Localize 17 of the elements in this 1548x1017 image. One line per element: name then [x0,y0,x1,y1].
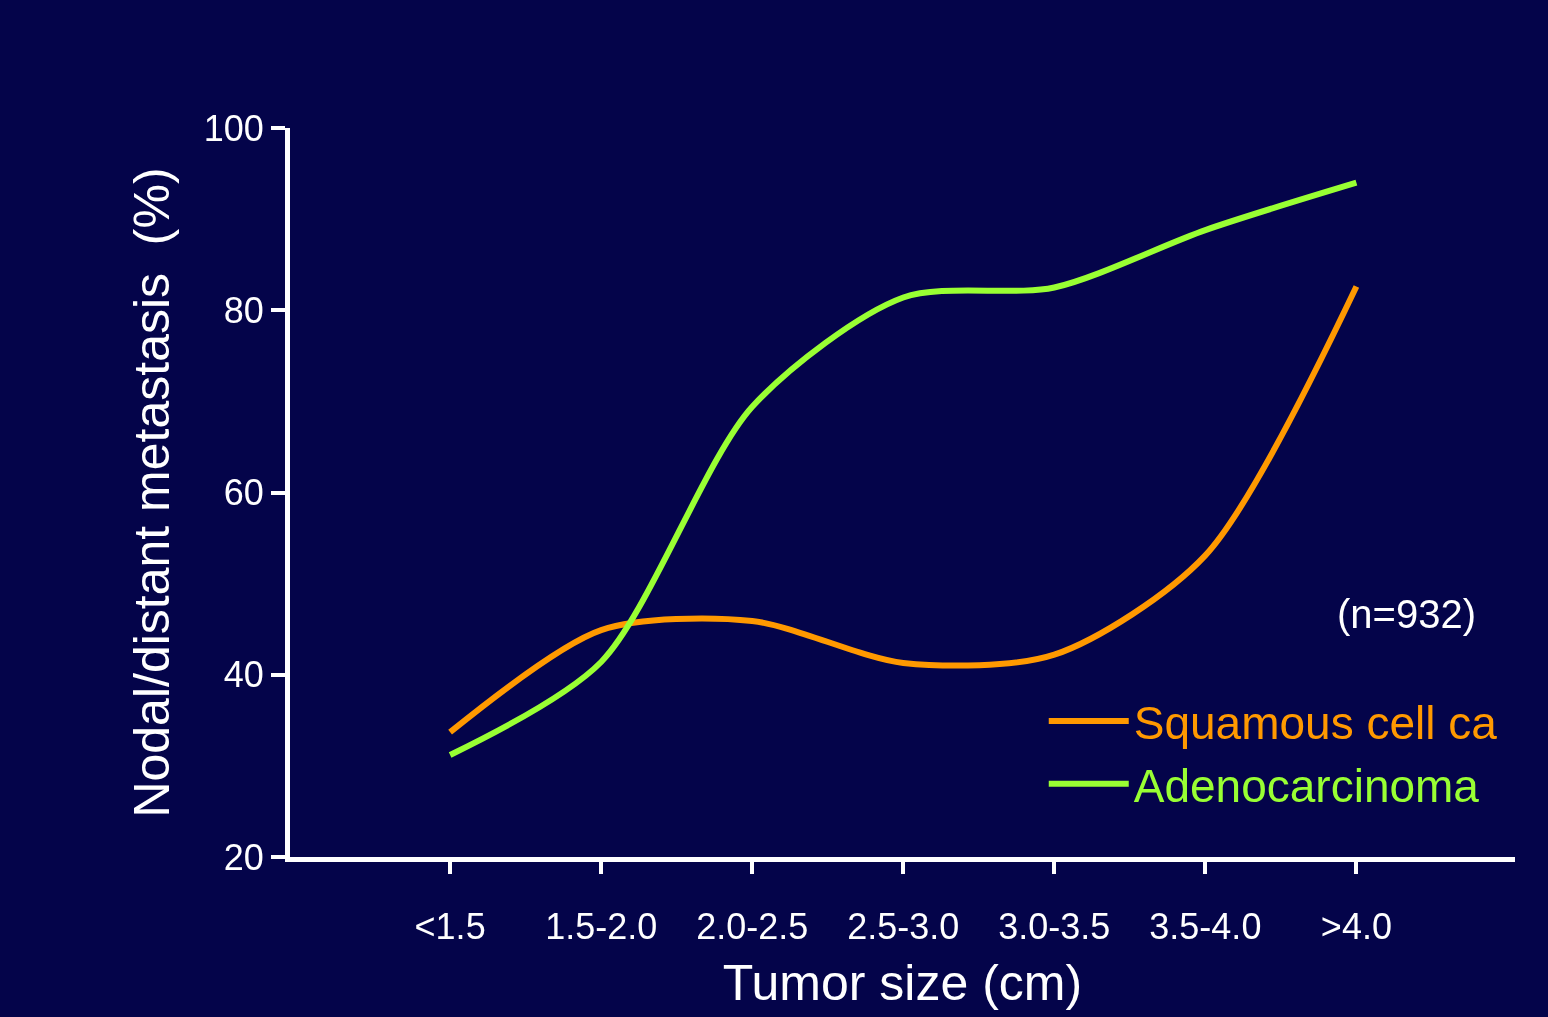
y-tick-label: 60 [223,472,264,514]
y-axis-title: Nodal/distant metastasis (%) [123,167,180,818]
y-tick-label: 20 [223,836,264,878]
y-tick-label: 40 [223,654,264,696]
x-tick-label: 1.5-2.0 [545,906,658,948]
legend-label: Adenocarcinoma [1133,759,1480,812]
x-tick-label: >4.0 [1320,906,1392,948]
legend-label: Squamous cell ca [1133,696,1498,749]
x-axis-title: Tumor size (cm) [722,954,1083,1011]
x-tick-label: <1.5 [414,906,486,948]
x-tick-label: 2.0-2.5 [696,906,809,948]
annotation: (n=932) [1337,592,1476,636]
x-tick-label: 3.0-3.5 [998,906,1111,948]
x-tick-label: 2.5-3.0 [847,906,960,948]
x-tick-label: 3.5-4.0 [1149,906,1262,948]
y-tick-label: 100 [203,107,264,149]
y-tick-label: 80 [223,289,264,331]
